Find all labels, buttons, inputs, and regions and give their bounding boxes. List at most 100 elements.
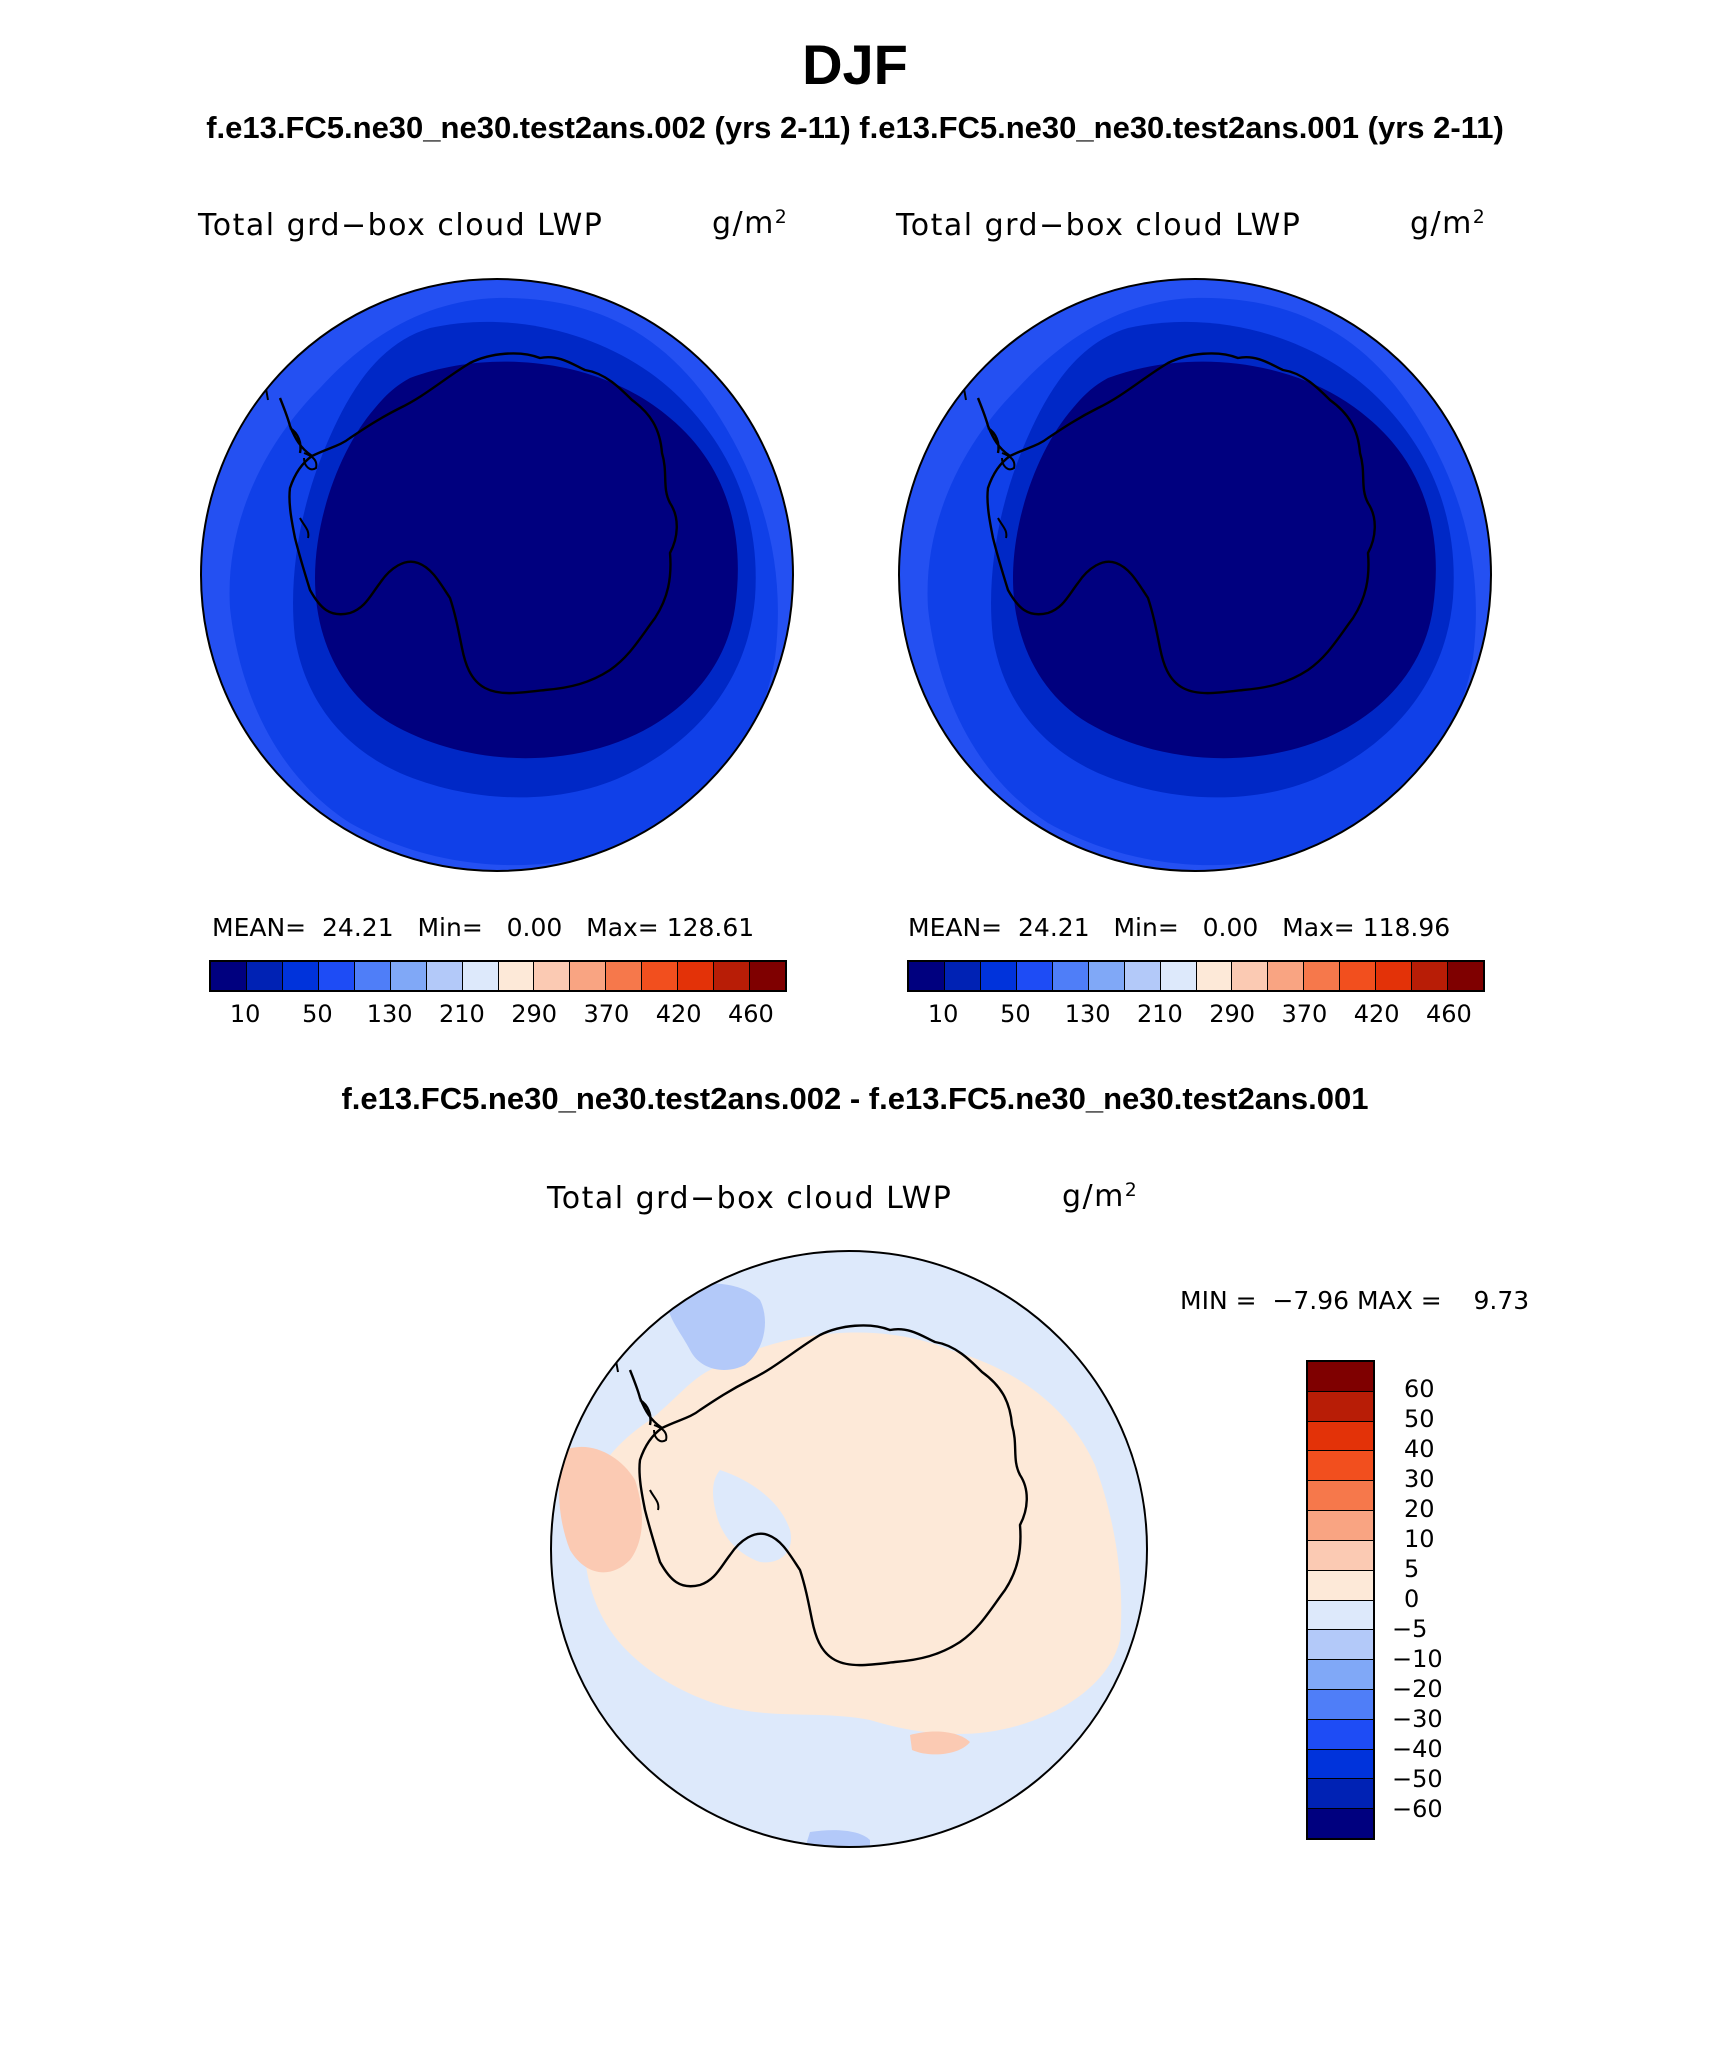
left-colorbar-swatch [462,962,499,990]
diff-stats: MIN = −7.96 MAX = 9.73 [1180,1286,1529,1315]
left-max-label: Max= [586,913,659,942]
diff-blue-patch-top [667,1283,765,1370]
left-colorbar-tick-label: 50 [302,1000,333,1028]
diff-antarctica-coast [638,1324,1028,1667]
right-colorbar-swatch [1088,962,1125,990]
left-colorbar-swatch [246,962,283,990]
diff-colorbar-swatch [1308,1421,1373,1452]
right-colorbar-tick-label: 370 [1281,1000,1328,1028]
left-units-base: g/m [712,206,775,241]
right-units-label: g/m2 [1410,206,1486,241]
diff-colorbar-tick-label: 40 [1404,1435,1435,1463]
right-colorbar-swatch [909,962,945,990]
left-colorbar-tick-label: 460 [727,1000,774,1028]
left-band-core [315,361,738,759]
right-stats: MEAN= 24.21 Min= 0.00 Max= 118.96 [908,913,1450,942]
right-colorbar-swatch [1232,962,1269,990]
left-colorbar-tick-label: 130 [366,1000,413,1028]
left-min-label: Min= [417,913,483,942]
left-mean-label: MEAN= [212,913,307,942]
left-colorbar-tick-label: 290 [511,1000,558,1028]
diff-colorbar-tick-label: 0 [1404,1585,1420,1613]
right-units-exponent: 2 [1472,206,1487,228]
diff-max-label: MAX = [1357,1286,1442,1315]
right-colorbar-swatch [1268,962,1305,990]
diff-colorbar-tick-label: 30 [1404,1465,1435,1493]
right-min-value: 0.00 [1202,913,1259,942]
diff-min-label: MIN = [1180,1286,1257,1315]
right-min-label: Min= [1113,913,1179,942]
right-colorbar-swatch [1376,962,1413,990]
diff-colorbar-tick-label: −20 [1392,1675,1443,1703]
diff-colorbar-swatch [1308,1809,1373,1838]
left-colorbar-tick-label: 420 [655,1000,702,1028]
right-colorbar-tick-label: 420 [1353,1000,1400,1028]
diff-colorbar-swatch [1308,1779,1373,1810]
right-colorbar-swatch [1052,962,1089,990]
diff-colorbar-swatch [1308,1511,1373,1541]
left-colorbar-swatch [570,962,607,990]
diff-colorbar-tick-label: −40 [1392,1735,1443,1763]
diff-peninsula [628,1369,663,1429]
right-polar-map [898,278,1492,872]
left-colorbar-swatch [750,962,785,990]
left-colorbar-swatch [390,962,427,990]
right-colorbar-tick-label: 50 [1000,1000,1031,1028]
diff-polar-map [550,1250,1148,1848]
diff-colorbar-swatch [1308,1689,1373,1720]
right-colorbar-swatch [1016,962,1053,990]
diff-units-label: g/m2 [1062,1179,1138,1214]
right-peninsula [976,397,1011,457]
diff-colorbar-tick-label: −30 [1392,1705,1443,1733]
left-polar-map [200,278,794,872]
diff-colorbar-tick-label: 50 [1404,1405,1435,1433]
left-colorbar [209,960,787,992]
subtitle-difference: f.e13.FC5.ne30_ne30.test2ans.002 - f.e13… [341,1081,1369,1116]
right-mean-value: 24.21 [1018,913,1090,942]
diff-salmon-patch-left [558,1446,642,1573]
diff-colorbar-swatch [1308,1600,1373,1631]
subtitle-cases: f.e13.FC5.ne30_ne30.test2ans.002 (yrs 2-… [206,110,1504,145]
diff-units-exponent: 2 [1124,1179,1139,1201]
diff-colorbar-swatch [1308,1660,1373,1690]
right-variable-label: Total grd−box cloud LWP [896,208,1302,243]
left-colorbar-swatch [534,962,571,990]
left-colorbar-tick-label: 210 [438,1000,485,1028]
diff-colorbar-swatch [1308,1391,1373,1422]
right-colorbar-swatch [1412,962,1449,990]
right-units-base: g/m [1410,206,1473,241]
diff-colorbar-tick-label: 5 [1404,1555,1420,1583]
right-colorbar-tick-label: 10 [927,1000,959,1028]
diff-colorbar-tick-label: −60 [1392,1795,1443,1823]
diff-colorbar-swatch [1308,1540,1373,1571]
right-colorbar-swatch [944,962,981,990]
right-colorbar-swatch [980,962,1017,990]
left-colorbar-tick-label: 370 [583,1000,630,1028]
right-colorbar-swatch [1124,962,1161,990]
diff-colorbar-swatch [1308,1570,1373,1601]
left-colorbar-swatch [642,962,679,990]
left-units-label: g/m2 [712,206,788,241]
left-colorbar-ticks: 10 50 130 210 290 370 420 460 [209,1000,787,1030]
right-max-label: Max= [1282,913,1355,942]
right-colorbar-swatch [1340,962,1377,990]
left-antarctica-coast [288,352,678,695]
diff-colorbar-tick-label: 60 [1404,1375,1435,1403]
diff-colorbar-swatch [1308,1481,1373,1512]
diff-colorbar-tick-label: 10 [1404,1525,1435,1553]
right-colorbar-swatch [1196,962,1233,990]
left-colorbar-swatch [678,962,715,990]
right-colorbar-swatch [1448,962,1483,990]
diff-colorbar-tick-label: −50 [1392,1765,1443,1793]
left-colorbar-swatch [318,962,355,990]
diff-max-value: 9.73 [1473,1286,1530,1315]
left-colorbar-swatch [282,962,319,990]
left-colorbar-swatch [714,962,751,990]
left-variable-label: Total grd−box cloud LWP [198,208,604,243]
right-band-core [1013,361,1436,759]
left-max-value: 128.61 [666,913,755,942]
left-peninsula [278,397,313,457]
right-colorbar-tick-label: 130 [1064,1000,1111,1028]
right-antarctica-coast [986,352,1376,695]
diff-colorbar-swatch [1308,1719,1373,1750]
